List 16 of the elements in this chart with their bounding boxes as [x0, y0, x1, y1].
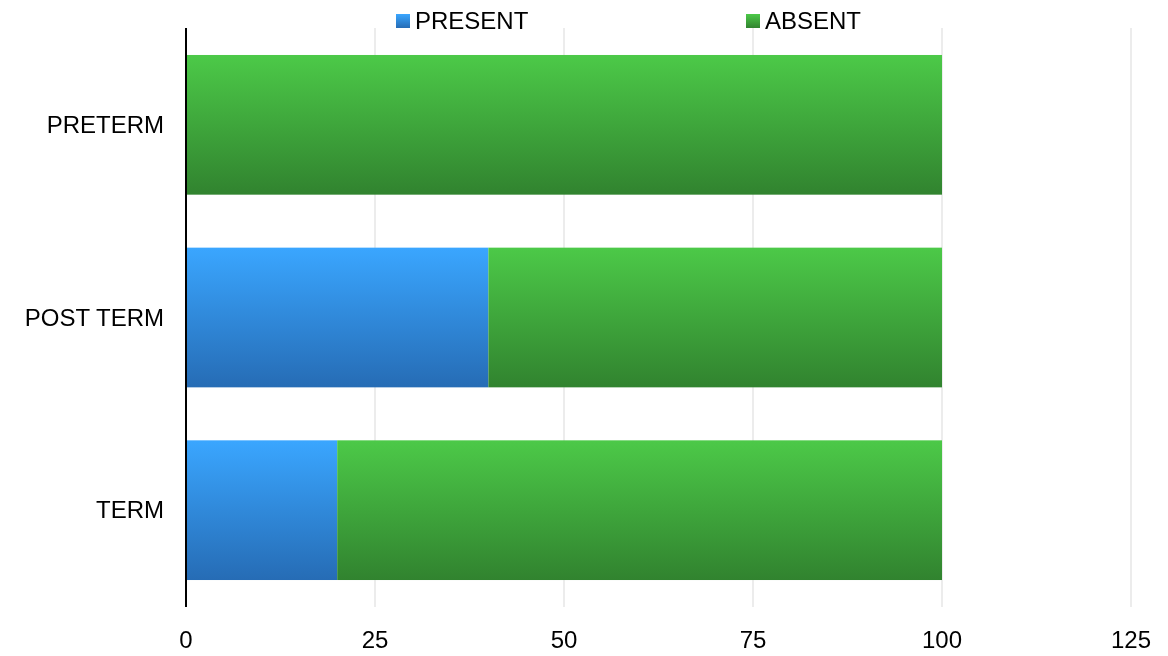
legend-label: ABSENT [765, 7, 862, 34]
x-tick-label: 100 [921, 626, 963, 653]
bar [186, 440, 338, 581]
bar [186, 54, 942, 195]
x-tick-label: 125 [1110, 626, 1152, 653]
x-tick-label: 50 [550, 626, 578, 653]
bar [186, 247, 489, 388]
legend-label: PRESENT [415, 7, 529, 34]
bar [488, 247, 942, 388]
y-tick-label: PRETERM [46, 110, 164, 138]
x-tick-label: 75 [739, 626, 767, 653]
bar [337, 440, 942, 581]
x-tick-label: 25 [361, 626, 389, 653]
y-tick-label: POST TERM [24, 303, 164, 331]
y-tick-label: TERM [96, 496, 164, 524]
x-tick-label: 0 [179, 626, 193, 653]
